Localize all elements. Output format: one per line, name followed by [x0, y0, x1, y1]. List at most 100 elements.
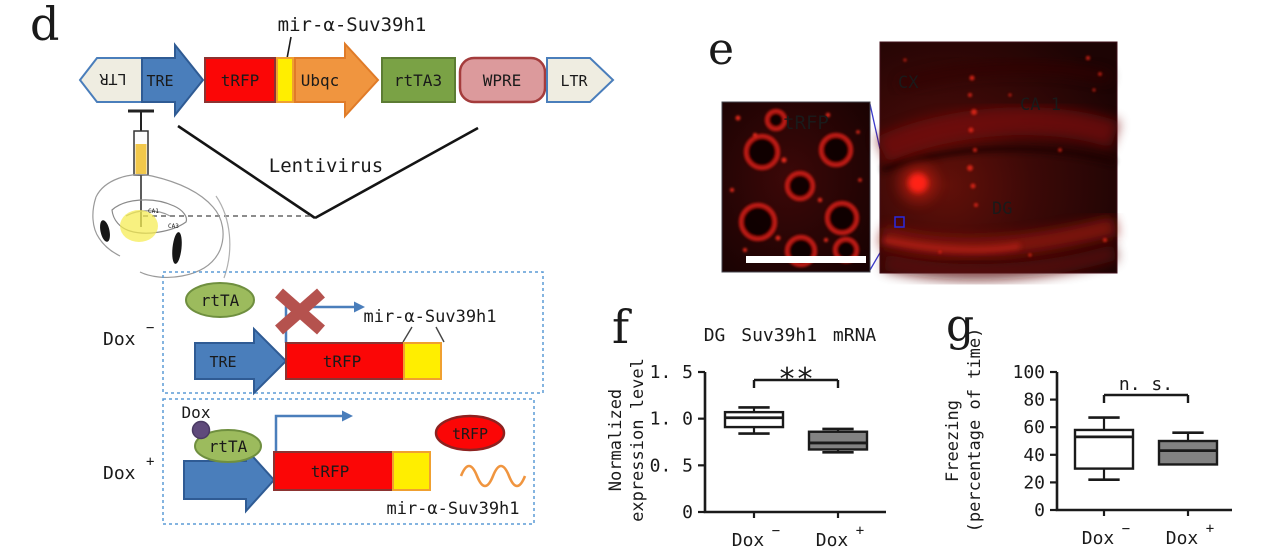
rtta-active-label: rtTA — [209, 437, 248, 456]
box — [723, 410, 785, 429]
y-tick-label: 0. 5 — [650, 455, 693, 476]
injection-glow-core — [908, 173, 928, 193]
rtta3-block — [381, 57, 456, 103]
brain-ca1-label: CA1 — [148, 208, 159, 215]
dox-ligand-label: Dox — [182, 403, 211, 422]
dox-plus-diagram: Dox + Dox rtTA tRFP tRFP mir-α-Suv39h1 — [103, 398, 535, 525]
transcription-arrowhead — [354, 301, 365, 313]
dox-minus-tre-arrow — [194, 326, 288, 396]
panel-d: d mir-α-Suv39h1 LTR TRE tRFP Ubqc rtTA3 … — [30, 0, 615, 525]
syringe-fill — [135, 144, 147, 174]
category-sup: + — [1206, 521, 1214, 537]
trfp-label: tRFP — [221, 71, 260, 90]
category-sup: − — [772, 523, 780, 539]
rtta-label: rtTA — [201, 291, 240, 310]
bracket-right-line — [314, 126, 479, 220]
dox-minus-mir-block — [403, 342, 442, 380]
brain-drawing: CA1 CA3 — [92, 174, 231, 279]
panel-d-letter: d — [30, 0, 59, 51]
rtta-ellipse — [185, 282, 255, 318]
box — [1157, 439, 1219, 466]
ubqc-arrow — [294, 41, 380, 119]
ca1-label: CA 1 — [1020, 95, 1061, 115]
dox-minus-trfp-label: tRFP — [323, 352, 362, 371]
y-tick-label: 80 — [1023, 390, 1045, 411]
lentiviral-construct: mir-α-Suv39h1 LTR TRE tRFP Ubqc rtTA3 WP… — [78, 14, 615, 119]
y-tick-label: 20 — [1023, 472, 1045, 493]
mir-cassette-block — [276, 57, 294, 103]
syringe — [128, 109, 154, 227]
construct-mir-label: mir-α-Suv39h1 — [278, 14, 427, 36]
category-label: Dox — [1082, 528, 1115, 549]
transcription-arrowhead-active — [342, 410, 353, 422]
mir-pointer-right — [435, 326, 445, 343]
wpre-label: WPRE — [483, 71, 522, 90]
category-sup: + — [856, 523, 864, 539]
rtta3-label: rtTA3 — [394, 71, 442, 90]
panel-g: g Freezing (percentage of time) 0 20 40 60 8… — [943, 300, 1232, 549]
significance-label: n. s. — [1119, 374, 1173, 395]
inset-region-box — [894, 216, 905, 228]
y-tick-label: 0 — [1034, 500, 1045, 521]
mirna-wave-icon — [459, 464, 527, 488]
y-tick-label: 0 — [682, 502, 693, 523]
inset-specks — [730, 112, 862, 260]
ltr-right-label: LTR — [560, 72, 588, 90]
dox-minus-box — [162, 271, 544, 394]
panel-e-letter: e — [708, 24, 734, 75]
scale-bar — [746, 256, 866, 263]
brain-outline — [95, 174, 224, 278]
category-label: Dox — [816, 530, 849, 551]
y-tick-label: 60 — [1023, 417, 1045, 438]
dox-plus-row-label: Dox — [103, 463, 136, 484]
injection-site-highlight — [120, 210, 158, 242]
chart-g-ylabel-line1: Freezing — [943, 400, 963, 482]
needle-track-specks — [903, 56, 1107, 257]
brain-structure-left — [100, 220, 110, 242]
dox-minus-diagram: Dox − rtTA mir-α-Suv39h1 TRE tRFP — [103, 271, 544, 396]
significance-label: ** — [778, 362, 814, 397]
dox-minus-tre-label: TRE — [209, 353, 236, 371]
dox-plus-box — [162, 398, 535, 525]
chart-f-ylabel-line2: expression level — [628, 358, 648, 522]
y-tick-label: 100 — [1012, 362, 1045, 383]
dox-minus-row-sup: − — [146, 320, 154, 336]
ubqc-label: Ubqc — [301, 71, 340, 90]
brain-outline-right — [215, 195, 231, 279]
transcription-arrow-active — [274, 414, 342, 452]
cortex-label: CX — [898, 73, 919, 93]
category-label: Dox — [1166, 528, 1199, 549]
ltr-left-label: LTR — [98, 70, 126, 88]
lentivirus-bracket: Lentivirus — [143, 124, 479, 220]
panel-e: e tRFP — [708, 24, 1120, 281]
inset-trfp-label: tRFP — [783, 112, 829, 134]
dox-minus-row-label: Dox — [103, 329, 136, 350]
microscopy-main-image: CX CA 1 DG — [876, 41, 1120, 281]
dox-plus-row-sup: + — [146, 454, 154, 470]
brain-ca3-label: CA3 — [168, 223, 179, 230]
dox-plus-trfp-label: tRFP — [311, 462, 350, 481]
dg-label: DG — [992, 199, 1012, 219]
tre-arrow — [141, 42, 205, 118]
dox-minus-mir-label: mir-α-Suv39h1 — [363, 307, 496, 327]
chart-f-ylabel-line1: Normalized — [606, 389, 626, 491]
microscopy-inset-image: tRFP — [721, 101, 871, 273]
brain-outline-left — [92, 196, 121, 257]
trfp-protein-label: tRFP — [452, 425, 488, 443]
chart-g-ylabel-line2: (percentage of time) — [965, 328, 985, 533]
dox-plus-mir-label: mir-α-Suv39h1 — [386, 499, 519, 519]
category-sup: − — [1122, 521, 1130, 537]
brain-structure-right — [172, 232, 182, 264]
y-tick-label: 1. 0 — [650, 409, 693, 430]
panel-f: f DG Suv39h1 mRNA Normalized expression … — [606, 300, 886, 551]
dox-plus-mir-block — [392, 451, 431, 491]
panel-f-letter: f — [612, 300, 632, 354]
lentivirus-label: Lentivirus — [269, 155, 383, 177]
ltr-right-block — [546, 57, 615, 103]
bracket-left-line — [177, 124, 316, 220]
tre-label: TRE — [146, 72, 173, 90]
